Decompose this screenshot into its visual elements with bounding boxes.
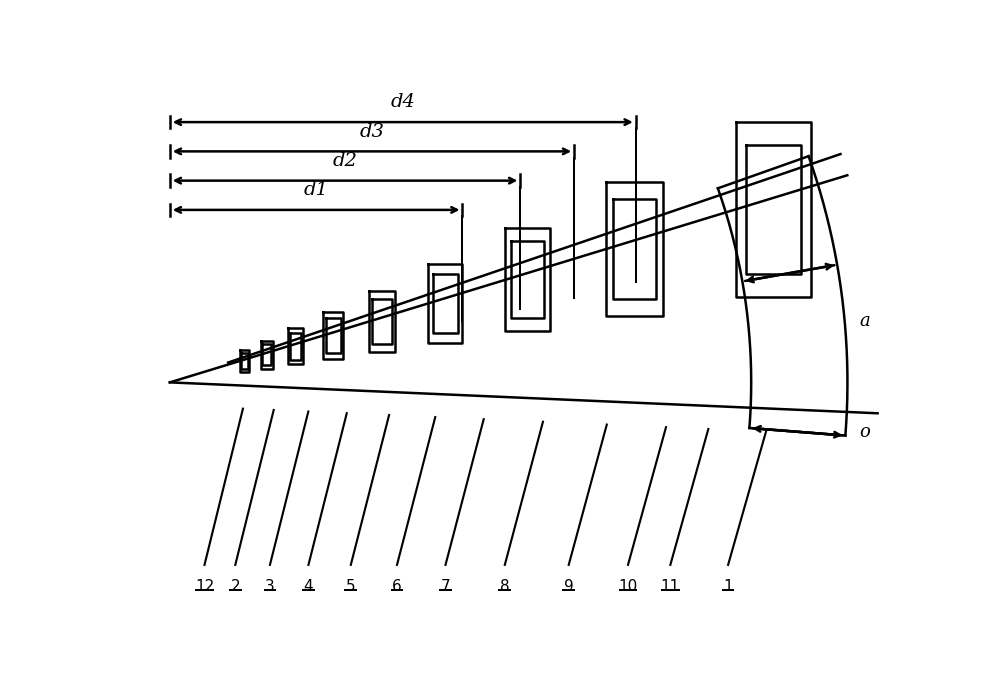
Text: d1: d1 (304, 181, 329, 199)
Text: 6: 6 (392, 579, 402, 594)
Text: d4: d4 (390, 93, 415, 111)
Text: d3: d3 (360, 122, 384, 141)
Text: 5: 5 (346, 579, 356, 594)
Text: d2: d2 (333, 152, 357, 170)
Text: 12: 12 (195, 579, 214, 594)
Text: 1: 1 (723, 579, 733, 594)
Text: 10: 10 (618, 579, 638, 594)
Text: 3: 3 (265, 579, 275, 594)
Text: 4: 4 (304, 579, 313, 594)
Text: a: a (859, 312, 870, 330)
Text: 11: 11 (661, 579, 680, 594)
Text: o: o (859, 423, 870, 441)
Text: 7: 7 (441, 579, 450, 594)
Text: 9: 9 (564, 579, 574, 594)
Text: 8: 8 (500, 579, 510, 594)
Text: 2: 2 (230, 579, 240, 594)
